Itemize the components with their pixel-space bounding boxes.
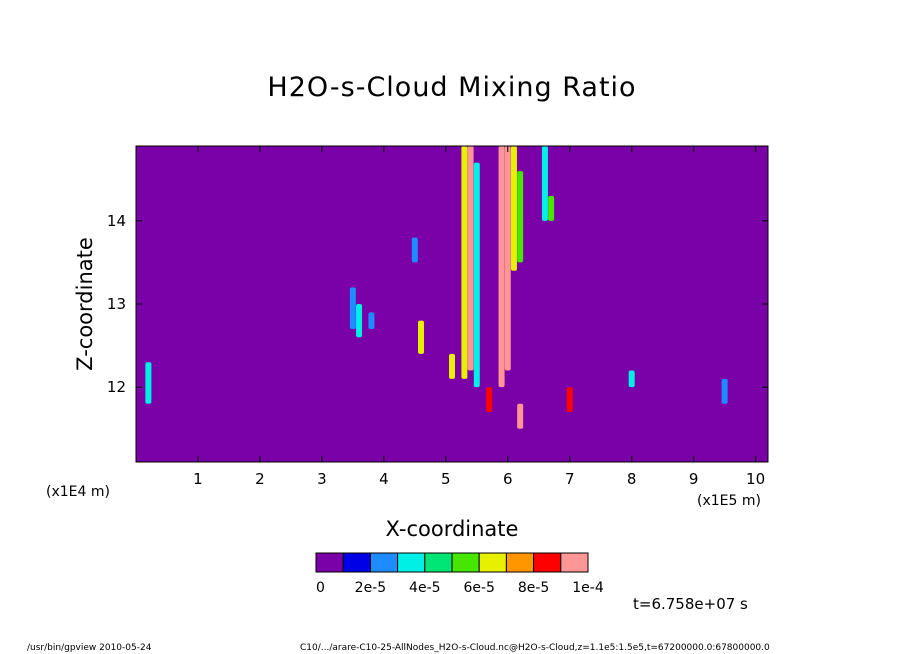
x-tick-label: 4	[379, 470, 389, 488]
colorbar-label: 4e-5	[409, 580, 440, 596]
colorbar-swatch	[369, 552, 399, 573]
colorbar: 0 2e-5 4e-5 6e-5 8e-5 1e-4	[315, 552, 604, 596]
cloud-feature-8	[548, 195, 555, 221]
cloud-feature-4	[504, 146, 511, 371]
x-tick-label: 9	[689, 470, 699, 488]
cloud-feature-3	[498, 146, 505, 388]
cloud-feature-1	[467, 146, 474, 371]
colorbar-swatch	[478, 552, 507, 573]
cloud-feature-18	[566, 387, 573, 413]
x-tick-label: 1	[193, 470, 203, 488]
colorbar-swatch	[397, 552, 426, 573]
cloud-feature-12	[368, 312, 375, 329]
x-tick-label: 10	[746, 470, 765, 488]
colorbar-label: 2e-5	[355, 580, 386, 596]
x-tick-label: 3	[317, 470, 327, 488]
plot-area	[136, 146, 768, 462]
cloud-feature-2	[473, 162, 480, 388]
colorbar-swatch	[505, 552, 535, 573]
cloud-feature-19	[628, 370, 635, 388]
colorbar-label: 1e-4	[572, 580, 604, 596]
y-tick-label: 13	[107, 295, 126, 313]
cloud-feature-0	[461, 146, 468, 379]
y-axis-title: Z-coordinate	[73, 237, 97, 371]
cloud-feature-10	[349, 287, 356, 329]
cloud-feature-9	[145, 362, 152, 404]
x-tick-label: 5	[441, 470, 451, 488]
footer-left: /usr/bin/gpview 2010-05-24	[27, 643, 152, 653]
colorbar-label: 0	[316, 580, 325, 596]
cloud-feature-11	[356, 304, 363, 338]
cloud-feature-7	[541, 146, 548, 221]
x-tick-label: 6	[503, 470, 513, 488]
cloud-features	[145, 146, 728, 429]
x-tick-label: 2	[255, 470, 265, 488]
y-tick-label: 12	[107, 378, 126, 396]
cloud-feature-16	[486, 387, 493, 413]
colorbar-swatch	[424, 552, 453, 573]
cloud-feature-5	[510, 146, 517, 271]
time-label: t=6.758e+07 s	[633, 595, 748, 613]
cloud-feature-13	[411, 237, 418, 263]
cloud-feature-6	[517, 170, 524, 263]
colorbar-swatch	[451, 552, 480, 573]
x-tick-label: 8	[627, 470, 637, 488]
x-axis-title: X-coordinate	[386, 517, 519, 541]
colorbar-swatch	[342, 552, 371, 573]
footer-right: C10/.../arare-C10-25-AllNodes_H2O-s-Clou…	[300, 643, 770, 653]
cloud-feature-14	[418, 320, 425, 354]
colorbar-label: 8e-5	[518, 580, 549, 596]
x-scale-right: (x1E5 m)	[697, 493, 761, 509]
colorbar-swatch	[560, 552, 589, 573]
colorbar-swatch	[315, 552, 344, 573]
cloud-feature-17	[517, 403, 524, 429]
y-tick-label: 14	[107, 212, 126, 230]
x-tick-label: 7	[565, 470, 575, 488]
colorbar-label: 6e-5	[463, 580, 494, 596]
cloud-feature-15	[449, 353, 455, 379]
x-scale-left: (x1E4 m)	[46, 484, 110, 500]
chart-title: H2O-s-Cloud Mixing Ratio	[267, 72, 637, 103]
cloud-feature-20	[721, 378, 728, 404]
colorbar-swatch	[533, 552, 562, 573]
